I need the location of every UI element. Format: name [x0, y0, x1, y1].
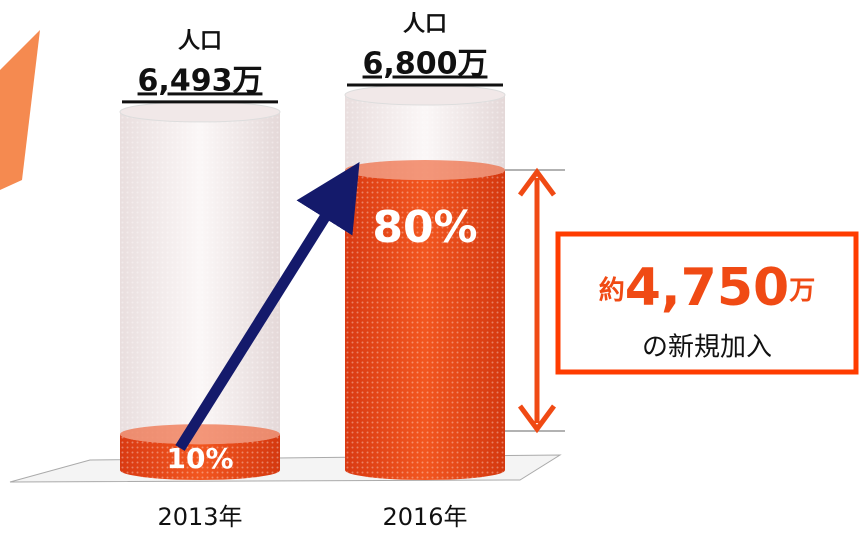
annotation-number: 4,750 [625, 258, 789, 318]
bars [119, 84, 506, 480]
annotation-title: 約4,750万 [599, 258, 816, 318]
bar-texture [120, 434, 280, 480]
population-title: 人口 [178, 29, 222, 54]
population-title: 人口 [403, 12, 447, 37]
bar-texture [345, 170, 505, 480]
population-label: 6,493万 [138, 63, 263, 98]
population-label: 6,800万 [363, 47, 488, 82]
annotation-prefix: 約 [599, 275, 625, 306]
range-arrow [517, 167, 557, 434]
cylinder-texture [120, 111, 280, 480]
decoration [0, 30, 40, 190]
growth-arrow [175, 162, 360, 451]
x-tick-label: 2013年 [157, 503, 242, 531]
x-tick-label: 2016年 [382, 503, 467, 531]
annotation-box [555, 231, 859, 375]
cylinder-top [344, 84, 506, 106]
annotation-unit: 万 [789, 276, 815, 306]
bar-top [345, 160, 505, 180]
annotation-text: の新規加入 [642, 333, 772, 363]
cylinder-top [119, 101, 281, 123]
value-label: 10% [166, 442, 233, 475]
bar-top [120, 424, 280, 445]
value-label: 80% [372, 202, 477, 253]
